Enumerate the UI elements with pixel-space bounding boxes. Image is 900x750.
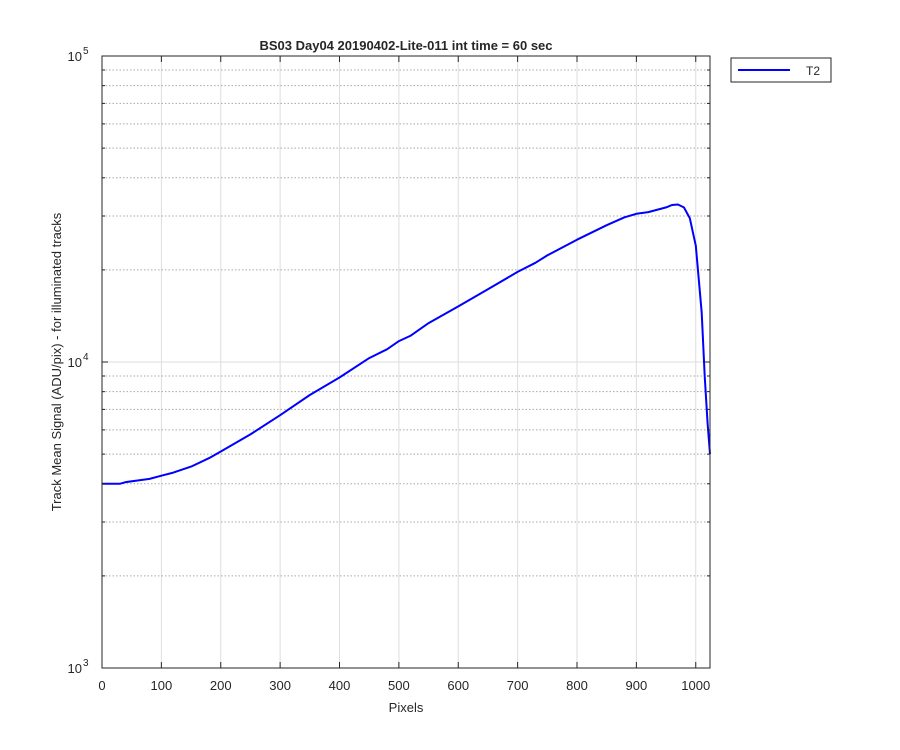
y-tick-label: 10 4 <box>68 352 89 370</box>
y-tick-label-exponent: 3 <box>83 658 89 669</box>
chart-title: BS03 Day04 20190402-Lite-011 int time = … <box>259 38 552 53</box>
x-tick-label: 800 <box>566 678 588 693</box>
grid-lines <box>102 56 710 668</box>
x-tick-label: 300 <box>269 678 291 693</box>
x-tick-label: 700 <box>507 678 529 693</box>
axis-ticks <box>101 55 710 669</box>
y-axis-label: Track Mean Signal (ADU/pix) - for illumi… <box>49 212 64 511</box>
legend-entry-label: T2 <box>806 64 820 78</box>
y-tick-label: 10 3 <box>68 658 89 676</box>
y-tick-label-base: 10 <box>68 49 82 64</box>
y-tick-label-base: 10 <box>68 661 82 676</box>
legend[interactable]: T2 <box>730 57 832 83</box>
x-tick-labels: 0 100 200 300 400 500 600 700 800 900 1000 <box>98 678 710 693</box>
x-tick-label: 1000 <box>681 678 710 693</box>
x-tick-label: 600 <box>447 678 469 693</box>
y-tick-label-base: 10 <box>68 355 82 370</box>
x-tick-label: 200 <box>210 678 232 693</box>
x-tick-label: 500 <box>388 678 410 693</box>
x-tick-label: 400 <box>329 678 351 693</box>
x-tick-label: 100 <box>151 678 173 693</box>
y-tick-label-exponent: 5 <box>83 46 89 57</box>
series-line-t2 <box>102 203 711 485</box>
y-tick-label: 10 5 <box>68 46 89 64</box>
y-tick-label-exponent: 4 <box>83 352 89 363</box>
x-tick-label: 0 <box>98 678 105 693</box>
x-axis-label: Pixels <box>389 700 424 715</box>
x-tick-label: 900 <box>626 678 648 693</box>
data-layer <box>102 203 711 485</box>
